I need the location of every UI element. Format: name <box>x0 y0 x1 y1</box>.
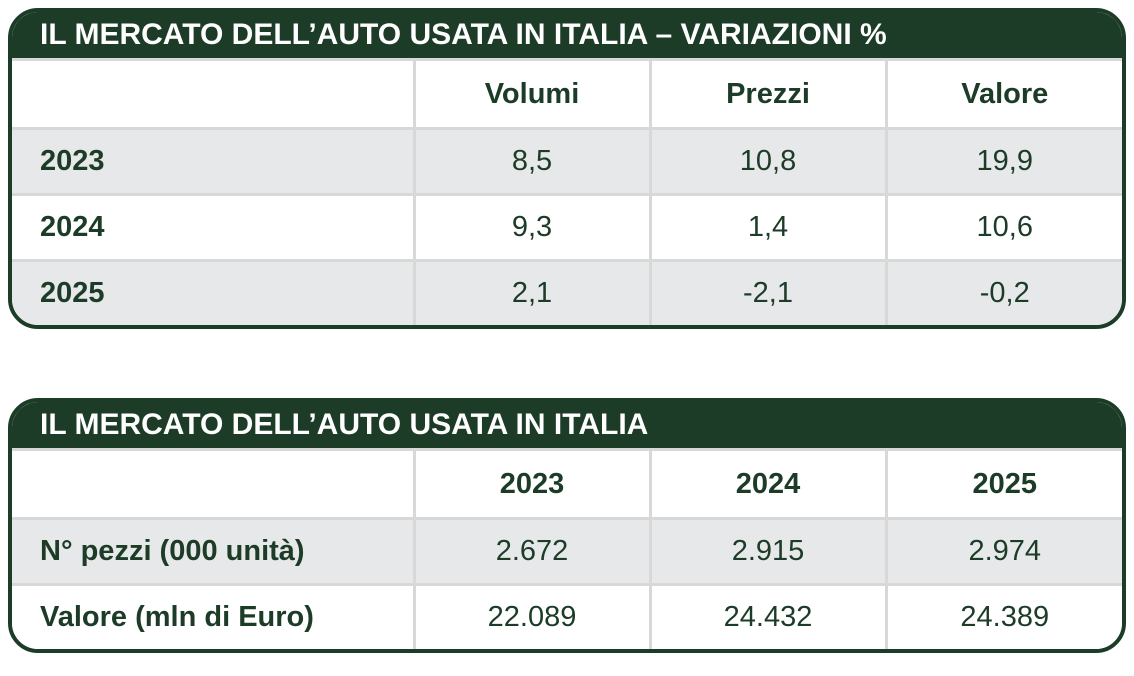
variazioni-table-card: IL MERCATO DELL’AUTO USATA IN ITALIA – V… <box>8 8 1126 329</box>
variazioni-header-empty-cell <box>12 58 416 130</box>
value-2024-volumi: 9,3 <box>412 193 652 262</box>
mercato-header-2023: 2023 <box>412 448 652 520</box>
value-2024-prezzi: 1,4 <box>648 193 888 262</box>
value-2025-volumi: 2,1 <box>412 259 652 325</box>
value-2025-prezzi: -2,1 <box>648 259 888 325</box>
variazioni-table-title: IL MERCATO DELL’AUTO USATA IN ITALIA – V… <box>12 12 1122 58</box>
variazioni-row-2023: 2023 8,5 10,8 19,9 <box>12 127 1122 196</box>
variazioni-header-volumi: Volumi <box>412 58 652 130</box>
row-label-2023: 2023 <box>12 127 416 196</box>
value-valore-2023: 22.089 <box>412 583 652 649</box>
row-label-2024: 2024 <box>12 193 416 262</box>
variazioni-header-valore: Valore <box>884 58 1122 130</box>
value-pezzi-2023: 2.672 <box>412 517 652 586</box>
row-label-2025: 2025 <box>12 259 416 325</box>
value-2024-valore: 10,6 <box>884 193 1122 262</box>
mercato-row-valore: Valore (mln di Euro) 22.089 24.432 24.38… <box>12 583 1122 649</box>
value-pezzi-2024: 2.915 <box>648 517 888 586</box>
value-2023-prezzi: 10,8 <box>648 127 888 196</box>
variazioni-header-prezzi: Prezzi <box>648 58 888 130</box>
row-label-valore: Valore (mln di Euro) <box>12 583 416 649</box>
row-label-pezzi: N° pezzi (000 unità) <box>12 517 416 586</box>
mercato-header-2024: 2024 <box>648 448 888 520</box>
value-valore-2025: 24.389 <box>884 583 1122 649</box>
mercato-table-card: IL MERCATO DELL’AUTO USATA IN ITALIA 202… <box>8 398 1126 653</box>
mercato-header-2025: 2025 <box>884 448 1122 520</box>
mercato-table-title: IL MERCATO DELL’AUTO USATA IN ITALIA <box>12 402 1122 448</box>
value-2025-valore: -0,2 <box>884 259 1122 325</box>
variazioni-header-row: Volumi Prezzi Valore <box>12 58 1122 130</box>
value-2023-volumi: 8,5 <box>412 127 652 196</box>
mercato-header-empty-cell <box>12 448 416 520</box>
value-2023-valore: 19,9 <box>884 127 1122 196</box>
variazioni-row-2024: 2024 9,3 1,4 10,6 <box>12 193 1122 262</box>
variazioni-row-2025: 2025 2,1 -2,1 -0,2 <box>12 259 1122 325</box>
value-valore-2024: 24.432 <box>648 583 888 649</box>
variazioni-table: Volumi Prezzi Valore 2023 8,5 10,8 19,9 … <box>12 58 1122 325</box>
value-pezzi-2025: 2.974 <box>884 517 1122 586</box>
mercato-row-pezzi: N° pezzi (000 unità) 2.672 2.915 2.974 <box>12 517 1122 586</box>
mercato-table: 2023 2024 2025 N° pezzi (000 unità) 2.67… <box>12 448 1122 649</box>
mercato-header-row: 2023 2024 2025 <box>12 448 1122 520</box>
